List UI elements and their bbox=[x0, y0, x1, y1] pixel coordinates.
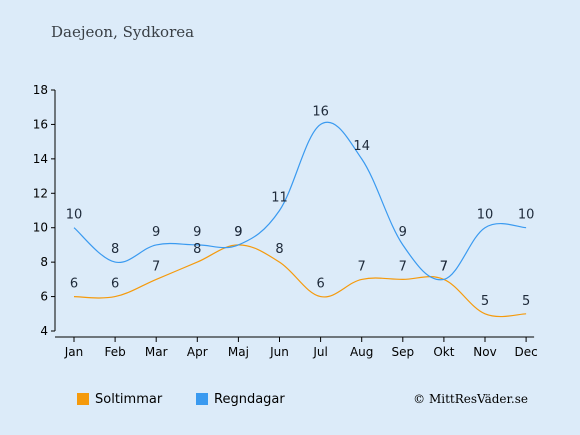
legend-swatch-regndagar bbox=[196, 393, 208, 405]
legend-label-soltimmar: Soltimmar bbox=[95, 392, 163, 407]
data-label-soltimmar: 9 bbox=[234, 225, 242, 240]
data-label-regndagar: 16 bbox=[312, 104, 329, 119]
data-label-soltimmar: 6 bbox=[111, 277, 119, 292]
y-tick-label: 12 bbox=[33, 186, 48, 200]
y-tick-label: 8 bbox=[40, 255, 48, 269]
data-label-soltimmar: 7 bbox=[399, 259, 407, 274]
data-label-regndagar: 7 bbox=[440, 259, 448, 274]
y-tick-label: 14 bbox=[33, 152, 48, 166]
y-tick-label: 10 bbox=[33, 221, 48, 235]
data-label-soltimmar: 5 bbox=[522, 294, 530, 309]
data-label-soltimmar: 8 bbox=[193, 242, 201, 257]
series-line-regndagar bbox=[73, 121, 527, 281]
data-label-regndagar: 8 bbox=[111, 242, 119, 257]
y-tick-label: 16 bbox=[33, 117, 48, 131]
data-label-soltimmar: 8 bbox=[275, 242, 283, 257]
y-tick-label: 18 bbox=[33, 83, 48, 97]
data-label-soltimmar: 6 bbox=[316, 277, 324, 292]
data-label-regndagar: 10 bbox=[66, 208, 83, 223]
x-tick-label: Jan bbox=[64, 345, 84, 359]
data-label-regndagar: 11 bbox=[271, 191, 288, 206]
data-label-regndagar: 10 bbox=[518, 208, 535, 223]
data-label-soltimmar: 6 bbox=[70, 277, 78, 292]
x-tick-label: Okt bbox=[433, 345, 454, 359]
x-tick-label: Feb bbox=[104, 345, 125, 359]
y-tick-label: 6 bbox=[40, 290, 48, 304]
data-label-regndagar: 9 bbox=[399, 225, 407, 240]
chart-title: Daejeon, Sydkorea bbox=[51, 23, 194, 41]
data-label-soltimmar: 7 bbox=[440, 259, 448, 274]
legend-label-regndagar: Regndagar bbox=[214, 392, 285, 407]
data-label-soltimmar: 7 bbox=[152, 259, 160, 274]
data-label-regndagar: 9 bbox=[152, 225, 160, 240]
x-tick-label: Nov bbox=[473, 345, 496, 359]
axes: 4 6 8 10 12 14 16 18 Jan Feb Mar Apr Maj Jun Jul Aug Sep… bbox=[33, 83, 538, 359]
x-tick-label: Jul bbox=[312, 345, 327, 359]
x-tick-label: Mar bbox=[145, 345, 168, 359]
legend-swatch-soltimmar bbox=[77, 393, 89, 405]
data-label-regndagar: 9 bbox=[193, 225, 201, 240]
data-label-regndagar: 14 bbox=[353, 139, 370, 154]
data-label-soltimmar: 7 bbox=[358, 259, 366, 274]
x-tick-label: Aug bbox=[350, 345, 373, 359]
legend: Soltimmar Regndagar bbox=[77, 392, 285, 407]
series-line-soltimmar bbox=[73, 244, 527, 318]
x-tick-label: Sep bbox=[391, 345, 414, 359]
x-tick-label: Apr bbox=[187, 345, 208, 359]
data-label-soltimmar: 5 bbox=[481, 294, 489, 309]
data-label-regndagar: 10 bbox=[477, 208, 494, 223]
data-label-regndagar: 9 bbox=[234, 225, 242, 240]
x-tick-label: Dec bbox=[514, 345, 537, 359]
y-tick-label: 4 bbox=[40, 324, 48, 338]
x-tick-label: Jun bbox=[269, 345, 289, 359]
x-tick-label: Maj bbox=[228, 345, 249, 359]
copyright-text: © MittResVäder.se bbox=[413, 392, 528, 406]
series-lines bbox=[73, 121, 527, 318]
